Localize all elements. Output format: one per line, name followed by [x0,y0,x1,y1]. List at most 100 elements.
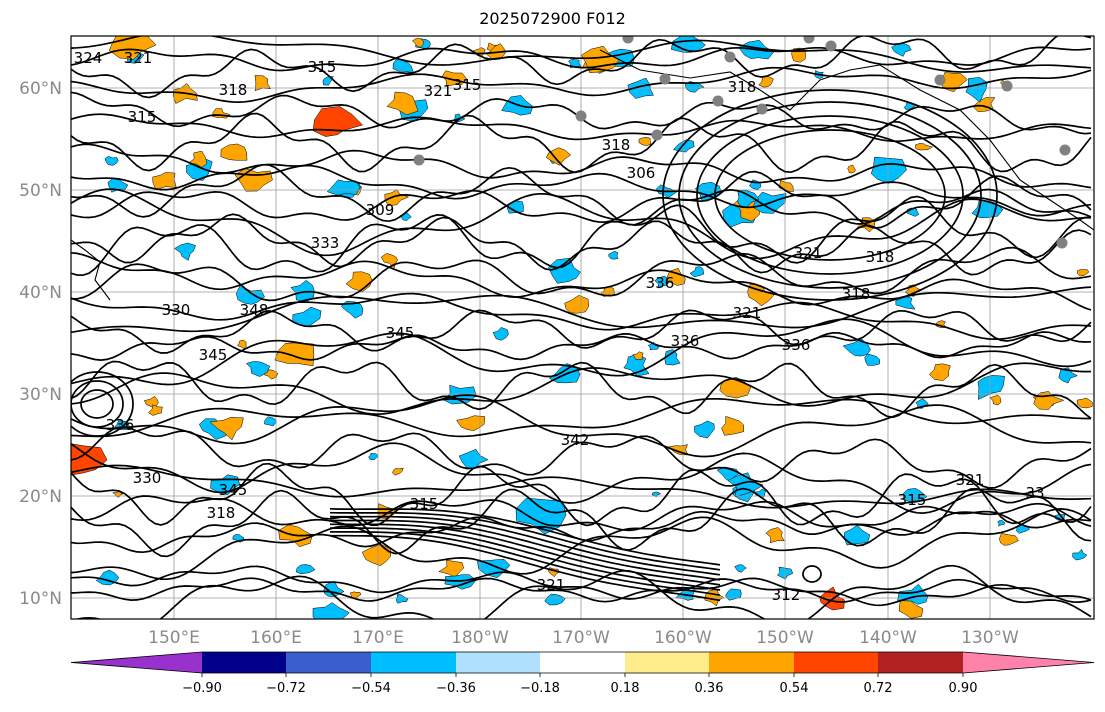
contour-label: 348 [240,301,269,319]
contour-line [71,397,1091,438]
contour-line [71,309,1092,354]
shaded-cell [843,524,871,546]
lon-label: 150°W [756,628,814,648]
shaded-cell [1076,397,1093,409]
coastline-layer [71,49,1094,301]
contour-line [71,36,1092,73]
shaded-cell [989,394,1002,406]
shaded-cell [608,250,619,260]
station-marker [1059,144,1071,156]
shaded-cell [842,338,871,357]
contour-label: 33 [1025,484,1044,502]
lat-label: 60°N [19,79,62,99]
contour-label: 318 [219,81,248,99]
shaded-cell [915,143,934,151]
colorbar-arrow-right [963,652,1094,673]
contour-line [71,163,1092,229]
shaded-cell [235,285,265,305]
colorbar-tick-label: −0.54 [351,681,391,696]
contour-label: 318 [842,285,871,303]
shaded-cell [392,58,414,73]
shaded-cell [209,417,244,441]
lon-label: 170°W [552,628,610,648]
shaded-cell [395,593,409,604]
contour-label: 321 [733,304,762,322]
station-marker [756,103,768,115]
contour-line [71,495,1092,536]
shaded-cell [654,275,670,289]
contour-label: 321 [794,244,823,262]
station-marker [1001,80,1013,92]
shaded-cell [187,150,207,168]
shaded-cell [237,339,247,350]
shaded-cell [564,295,590,314]
contour-line [74,564,1092,619]
shaded-cell [492,327,509,341]
contour-line [71,143,1092,189]
shaded-cell [758,76,774,88]
shaded-cell [245,361,271,377]
contour-line [329,511,721,571]
contour-label: 330 [162,301,191,319]
contour-label: 318 [602,136,631,154]
contour-line [330,519,721,581]
contour-line [71,394,1092,458]
colorbar-segment [625,652,709,673]
station-marker [712,95,724,107]
contour-layer [71,36,1092,619]
shaded-cell [104,156,119,166]
shaded-cell [456,415,486,431]
shaded-cell [411,38,425,48]
colorbar-segment [371,652,456,673]
contour-line [71,195,1092,277]
contour-label: 345 [386,324,415,342]
contour-line [71,286,1092,334]
contour-label: 318 [866,248,895,266]
lat-label: 40°N [19,283,62,303]
shaded-cell [292,306,322,326]
station-marker [659,73,671,85]
contour-label: 315 [128,108,157,126]
shaded-cell [361,544,391,566]
colorbar: −0.90 −0.72 −0.54 −0.36 −0.18 0.18 0.36 0.54 0.7… [70,651,1095,696]
lat-label: 30°N [19,385,62,405]
shaded-cell [1072,548,1088,561]
contour-label: 309 [366,201,395,219]
map-title: 2025072900 F012 [479,9,626,28]
contour-ring [80,389,114,419]
contour-line [330,531,721,597]
lon-label: 180°W [451,628,509,648]
contour-label: 336 [106,416,135,434]
contour-label: 306 [627,164,656,182]
shaded-cell [458,448,489,469]
contour-label: 321 [956,471,985,489]
shaded-cell [295,564,316,575]
shaded-cell [737,190,760,208]
contour-line [329,507,721,566]
contour-label: 330 [133,469,162,487]
shaded-cell [345,271,373,292]
contour-line [71,464,1092,509]
contour-label: 321 [537,576,566,594]
shaded-cell [632,351,644,360]
contour-label: 315 [898,491,927,509]
shaded-cell [220,143,248,161]
coastline [71,239,111,301]
contour-label: 336 [782,336,811,354]
colorbar-segment [794,652,878,673]
contour-label: 318 [207,504,236,522]
shaded-cell [929,363,951,381]
contour-label: 321 [124,49,153,67]
colorbar-arrow-left [71,652,202,673]
station-marker [724,51,736,63]
contour-line [71,426,1092,489]
station-marker [622,36,634,44]
contour-ring [802,565,822,583]
contour-label: 315 [453,76,482,94]
contour-line [71,508,1092,581]
shaded-cell [765,527,785,544]
lon-label: 170°E [352,628,404,648]
shaded-cell [997,520,1006,527]
contour-line [71,46,1092,72]
colorbar-tick-label: −0.72 [266,681,306,696]
